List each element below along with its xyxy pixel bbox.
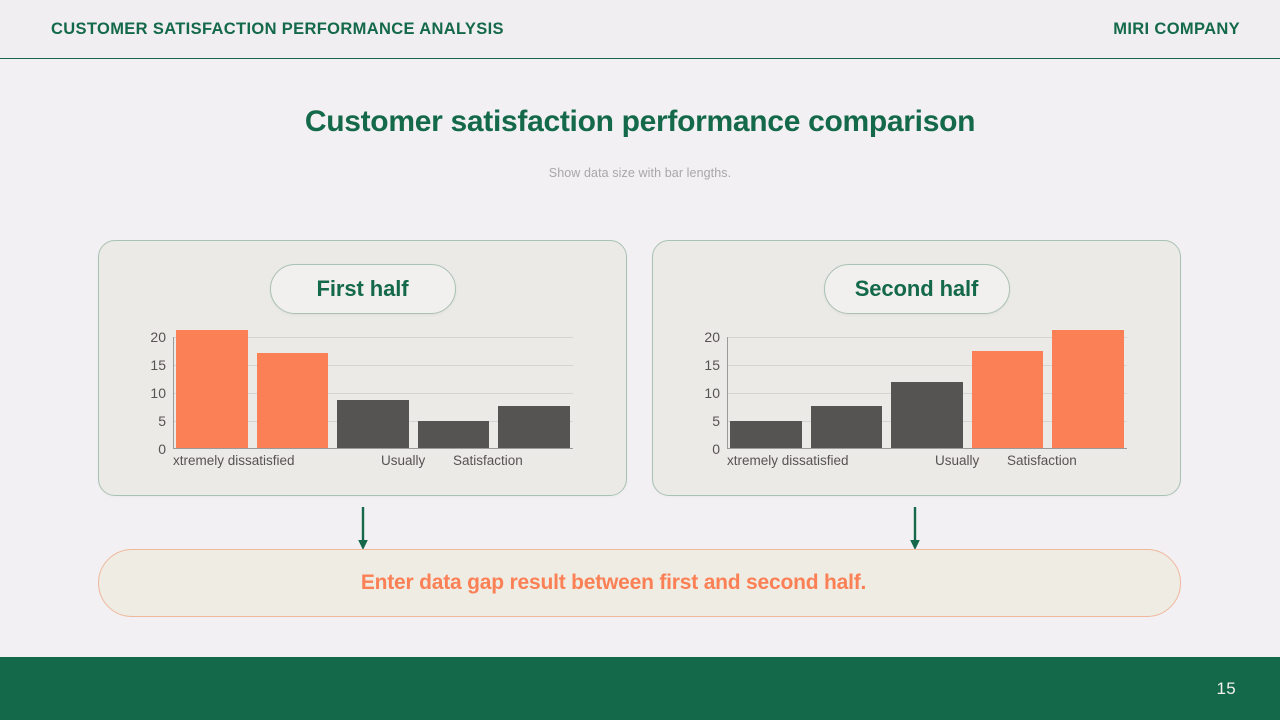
chart-panels: First half 0 5 10 15 20 xtremely dissatisfie… xyxy=(98,240,1181,496)
x-tick-label: Satisfaction xyxy=(1007,453,1077,468)
bar-slot xyxy=(498,325,570,448)
result-callout-box[interactable]: Enter data gap result between first and … xyxy=(98,549,1181,617)
bar[interactable] xyxy=(337,400,409,448)
bar-slot xyxy=(337,325,409,448)
bar-slot xyxy=(176,325,248,448)
x-tick-label: xtremely dissatisfied xyxy=(173,453,295,468)
bars-second-half xyxy=(728,325,1127,448)
bar[interactable] xyxy=(810,406,883,448)
bars-first-half xyxy=(174,325,573,448)
title-block: Customer satisfaction performance compar… xyxy=(0,105,1280,180)
bar-slot xyxy=(971,325,1044,448)
y-tick-label: 5 xyxy=(712,413,720,429)
bar-slot xyxy=(417,325,490,448)
panel-pill-label: First half xyxy=(316,276,409,301)
bar-chart-first-half: 0 5 10 15 20 xtremely dissatisfied Usually Sat… xyxy=(143,329,573,483)
y-tick-label: 20 xyxy=(704,329,720,345)
down-arrow-icon-right xyxy=(908,507,922,551)
bar[interactable] xyxy=(891,381,963,448)
x-tick-label: Satisfaction xyxy=(453,453,523,468)
slide-body: Customer satisfaction performance compar… xyxy=(0,59,1280,657)
bar-slot xyxy=(730,325,802,448)
bar-slot xyxy=(891,325,963,448)
panel-second-half: Second half 0 5 10 15 20 xtremely dissatisfi… xyxy=(652,240,1181,496)
y-tick-label: 10 xyxy=(150,385,166,401)
y-tick-label: 15 xyxy=(150,357,166,373)
x-tick-label: Usually xyxy=(935,453,980,468)
header-analysis-title: CUSTOMER SATISFACTION PERFORMANCE ANALYS… xyxy=(51,19,504,38)
bar-slot xyxy=(1052,325,1124,448)
panel-pill-second-half[interactable]: Second half xyxy=(823,264,1010,314)
slide-header: CUSTOMER SATISFACTION PERFORMANCE ANALYS… xyxy=(0,0,1280,59)
bar-slot xyxy=(256,325,329,448)
bar[interactable] xyxy=(498,406,570,448)
x-axis-first-half: xtremely dissatisfied Usually Satisfaction xyxy=(173,453,573,475)
y-tick-label: 15 xyxy=(704,357,720,373)
y-axis-second-half: 0 5 10 15 20 xyxy=(697,329,725,457)
bar[interactable] xyxy=(1052,330,1124,448)
plot-area-first-half xyxy=(173,330,573,449)
bar[interactable] xyxy=(971,351,1044,448)
panel-pill-label: Second half xyxy=(854,276,979,301)
y-tick-label: 0 xyxy=(712,441,720,457)
panel-pill-first-half[interactable]: First half xyxy=(269,264,456,314)
x-tick-label: Usually xyxy=(381,453,426,468)
x-tick-label: xtremely dissatisfied xyxy=(727,453,849,468)
page-subtitle: Show data size with bar lengths. xyxy=(548,165,732,180)
y-tick-label: 5 xyxy=(158,413,166,429)
down-arrow-icon-left xyxy=(356,507,370,551)
y-tick-label: 0 xyxy=(158,441,166,457)
header-company-name: MIRI COMPANY xyxy=(1113,19,1240,38)
panel-first-half: First half 0 5 10 15 20 xtremely dissatisfie… xyxy=(98,240,627,496)
y-axis-first-half: 0 5 10 15 20 xyxy=(143,329,171,457)
bar[interactable] xyxy=(176,330,248,448)
page-number: 15 xyxy=(1216,678,1236,698)
callout-text: Enter data gap result between first and … xyxy=(360,571,867,594)
bar[interactable] xyxy=(730,421,802,448)
plot-area-second-half xyxy=(727,330,1127,449)
page-title: Customer satisfaction performance compar… xyxy=(304,105,976,138)
bar-chart-second-half: 0 5 10 15 20 xtremely dissatisfied Usually Sat… xyxy=(697,329,1127,483)
y-tick-label: 10 xyxy=(704,385,720,401)
bar[interactable] xyxy=(256,352,329,448)
x-axis-second-half: xtremely dissatisfied Usually Satisfaction xyxy=(727,453,1127,475)
bar-slot xyxy=(810,325,883,448)
bar[interactable] xyxy=(417,421,490,448)
slide-footer: 15 xyxy=(0,657,1280,720)
y-tick-label: 20 xyxy=(150,329,166,345)
